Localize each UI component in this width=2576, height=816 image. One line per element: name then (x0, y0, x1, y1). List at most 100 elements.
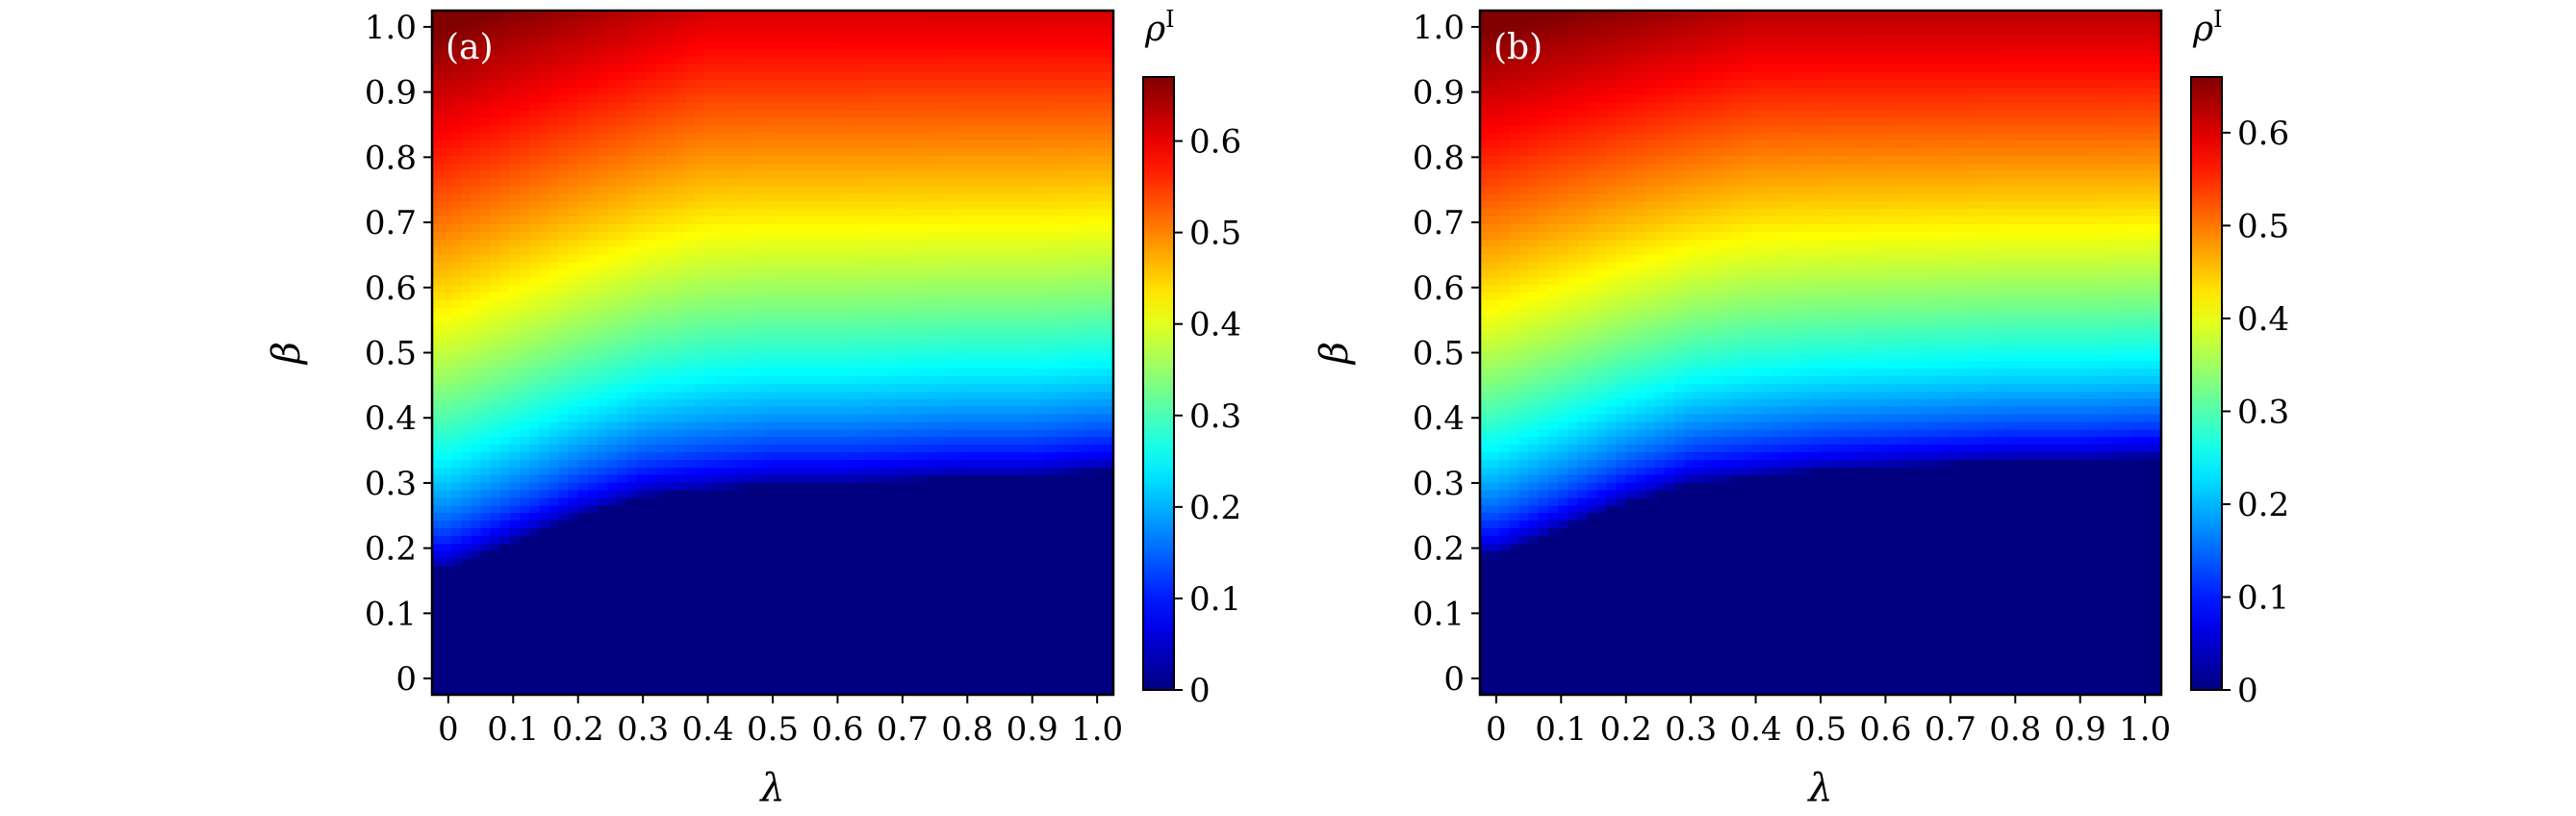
heatmap-cell (850, 200, 861, 210)
heatmap-cell (830, 649, 842, 658)
heatmap-cell (520, 633, 530, 643)
heatmap-cell (724, 573, 735, 582)
heatmap-cell (918, 611, 930, 620)
heatmap-cell (675, 116, 686, 126)
heatmap-cell (937, 625, 949, 635)
heatmap-cell (558, 337, 570, 346)
heatmap-cell (607, 276, 618, 286)
heatmap-cell (870, 664, 881, 674)
heatmap-cell (432, 337, 443, 346)
heatmap-cell (577, 268, 589, 278)
heatmap-cell (646, 656, 657, 666)
heatmap-cell (636, 223, 648, 232)
heatmap-cell (752, 253, 764, 263)
heatmap-cell (811, 633, 823, 643)
heatmap-cell (617, 64, 628, 72)
heatmap-cell (597, 588, 608, 598)
heatmap-cell (967, 397, 979, 407)
heatmap-cell (636, 481, 648, 491)
heatmap-cell (889, 504, 901, 514)
heatmap-cell (918, 261, 930, 270)
heatmap-cell (811, 17, 823, 27)
heatmap-cell (899, 580, 910, 590)
heatmap-cell (558, 565, 570, 574)
heatmap-cell (607, 580, 618, 590)
heatmap-cell (743, 489, 754, 498)
heatmap-cell (684, 64, 696, 72)
heatmap-cell (724, 163, 735, 171)
heatmap-cell (850, 649, 861, 658)
heatmap-cell (870, 261, 881, 270)
heatmap-cell (840, 284, 852, 293)
heatmap-cell (442, 368, 453, 376)
heatmap-cell (675, 93, 686, 103)
heatmap-cell (860, 307, 871, 316)
heatmap-cell (918, 520, 930, 528)
heatmap-cell (714, 557, 726, 567)
heatmap-cell (665, 625, 676, 635)
heatmap-cell (451, 200, 463, 210)
heatmap-cell (490, 467, 501, 475)
heatmap-cell (792, 383, 803, 392)
heatmap-cell (529, 535, 541, 544)
heatmap-cell (617, 444, 628, 452)
heatmap-cell (840, 155, 852, 164)
heatmap-cell (558, 588, 570, 598)
heatmap-cell (568, 611, 579, 620)
heatmap-cell (821, 687, 832, 695)
heatmap-cell (928, 231, 939, 240)
heatmap-cell (646, 436, 657, 446)
heatmap-cell (782, 93, 794, 103)
heatmap-cell (684, 444, 696, 452)
heatmap-cell (802, 101, 813, 111)
heatmap-cell (461, 93, 472, 103)
heatmap-cell (655, 497, 667, 506)
heatmap-cell (899, 497, 910, 506)
heatmap-cell (442, 48, 453, 58)
heatmap-cell (821, 192, 832, 202)
heatmap-cell (850, 368, 861, 376)
heatmap-cell (860, 284, 871, 293)
heatmap-cell (548, 33, 560, 42)
heatmap-cell (860, 11, 871, 19)
heatmap-cell (529, 344, 541, 354)
heatmap-cell (529, 649, 541, 658)
heatmap-cell (704, 641, 716, 650)
heatmap-cell (655, 565, 667, 574)
heatmap-cell (626, 64, 638, 72)
heatmap-cell (490, 672, 501, 680)
heatmap-cell (520, 268, 530, 278)
heatmap-cell (626, 543, 638, 551)
heatmap-cell (432, 397, 443, 407)
heatmap-cell (646, 48, 657, 58)
heatmap-cell (830, 535, 842, 544)
heatmap-cell (743, 588, 754, 598)
heatmap-cell (451, 109, 463, 118)
heatmap-cell (830, 611, 842, 620)
heatmap-cell (636, 253, 648, 263)
heatmap-cell (752, 633, 764, 643)
heatmap-cell (724, 40, 735, 50)
heatmap-cell (539, 307, 550, 316)
heatmap-cell (499, 656, 511, 666)
heatmap-cell (773, 489, 783, 498)
heatmap-cell (782, 268, 794, 278)
heatmap-cell (967, 641, 979, 650)
heatmap-cell (762, 315, 774, 323)
heatmap-cell (733, 413, 745, 422)
heatmap-cell (655, 253, 667, 263)
heatmap-cell (948, 543, 958, 551)
heatmap-cell (665, 383, 676, 392)
heatmap-cell (597, 520, 608, 528)
heatmap-cell (957, 368, 969, 376)
heatmap-cell (626, 459, 638, 468)
heatmap-cell (568, 625, 579, 635)
heatmap-cell (908, 132, 920, 141)
heatmap-cell (490, 276, 501, 286)
heatmap-cell (655, 383, 667, 392)
heatmap-cell (714, 603, 726, 612)
heatmap-cell (811, 489, 823, 498)
heatmap-cell (811, 253, 823, 263)
heatmap-cell (899, 245, 910, 255)
heatmap-cell (762, 169, 774, 179)
